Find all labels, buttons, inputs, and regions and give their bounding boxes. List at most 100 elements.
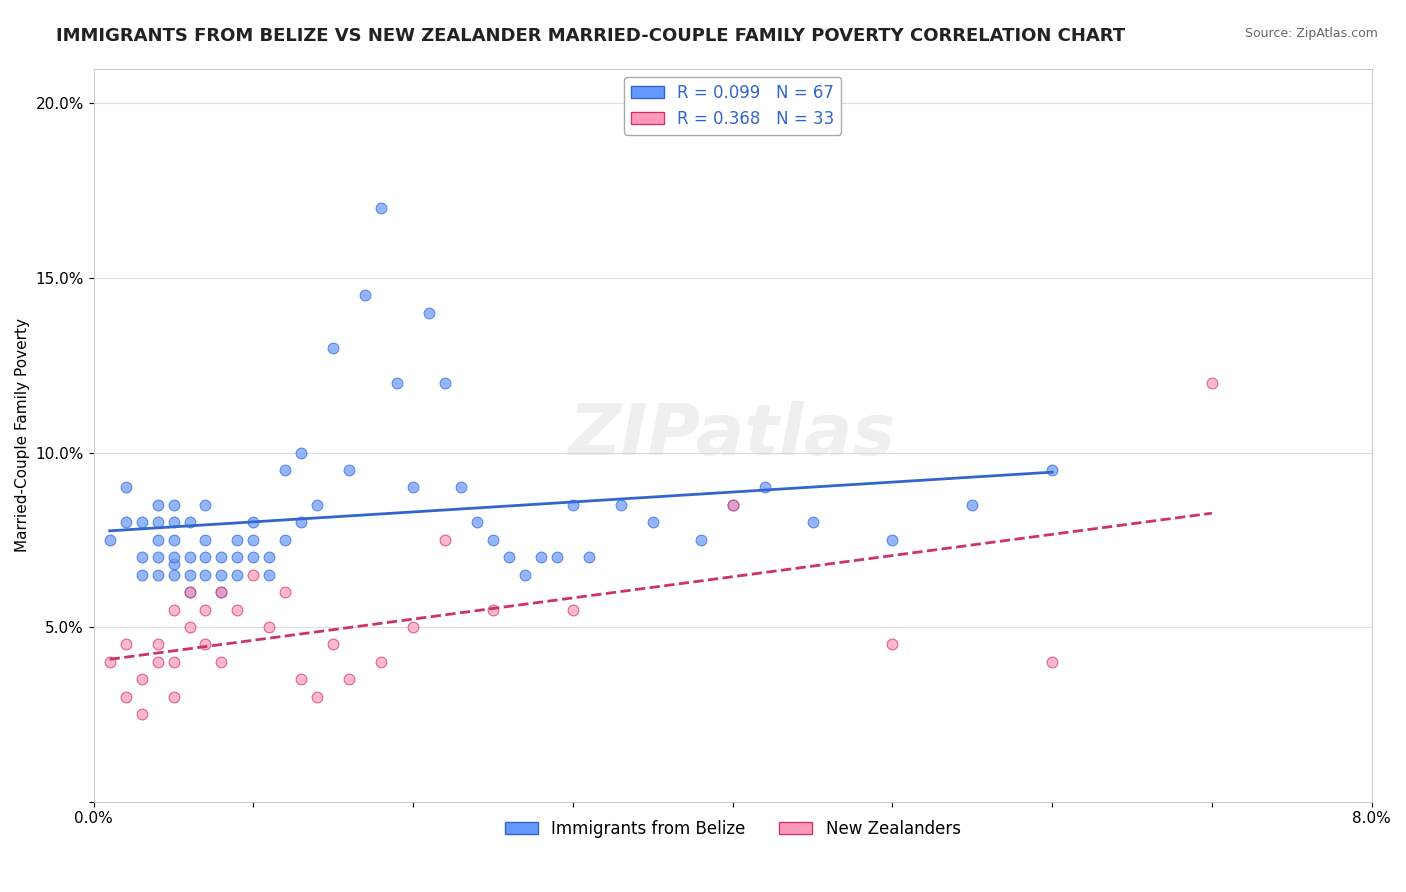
Point — [882, 533, 904, 547]
Point — [98, 655, 121, 669]
Point — [131, 707, 153, 722]
Point — [242, 533, 264, 547]
Point — [146, 498, 169, 512]
Point — [179, 620, 201, 634]
Point — [194, 638, 217, 652]
Point — [179, 585, 201, 599]
Point — [434, 533, 457, 547]
Point — [259, 620, 281, 634]
Point — [322, 341, 344, 355]
Point — [274, 585, 297, 599]
Point — [354, 288, 377, 302]
Point — [482, 533, 505, 547]
Point — [179, 550, 201, 565]
Point — [578, 550, 600, 565]
Point — [242, 516, 264, 530]
Y-axis label: Married-Couple Family Poverty: Married-Couple Family Poverty — [15, 318, 30, 552]
Point — [114, 516, 136, 530]
Point — [402, 620, 425, 634]
Point — [162, 690, 184, 704]
Point — [418, 306, 440, 320]
Point — [513, 567, 536, 582]
Point — [259, 550, 281, 565]
Point — [211, 550, 233, 565]
Text: IMMIGRANTS FROM BELIZE VS NEW ZEALANDER MARRIED-COUPLE FAMILY POVERTY CORRELATIO: IMMIGRANTS FROM BELIZE VS NEW ZEALANDER … — [56, 27, 1125, 45]
Point — [482, 602, 505, 616]
Point — [162, 550, 184, 565]
Point — [114, 638, 136, 652]
Text: Source: ZipAtlas.com: Source: ZipAtlas.com — [1244, 27, 1378, 40]
Point — [754, 480, 776, 494]
Point — [179, 516, 201, 530]
Point — [689, 533, 711, 547]
Point — [226, 550, 249, 565]
Point — [179, 585, 201, 599]
Point — [290, 516, 312, 530]
Point — [146, 655, 169, 669]
Point — [546, 550, 568, 565]
Point — [131, 516, 153, 530]
Point — [211, 655, 233, 669]
Point — [530, 550, 553, 565]
Point — [259, 567, 281, 582]
Point — [194, 567, 217, 582]
Point — [162, 558, 184, 572]
Point — [721, 498, 744, 512]
Point — [370, 655, 392, 669]
Point — [162, 516, 184, 530]
Point — [1040, 463, 1063, 477]
Point — [274, 533, 297, 547]
Point — [337, 463, 360, 477]
Point — [322, 638, 344, 652]
Point — [131, 673, 153, 687]
Point — [370, 201, 392, 215]
Point — [641, 516, 664, 530]
Point — [242, 567, 264, 582]
Point — [1201, 376, 1223, 390]
Point — [1040, 655, 1063, 669]
Point — [561, 498, 583, 512]
Point — [561, 602, 583, 616]
Point — [146, 638, 169, 652]
Point — [162, 602, 184, 616]
Point — [385, 376, 408, 390]
Point — [450, 480, 472, 494]
Point — [114, 480, 136, 494]
Point — [162, 533, 184, 547]
Point — [226, 567, 249, 582]
Point — [465, 516, 488, 530]
Legend: Immigrants from Belize, New Zealanders: Immigrants from Belize, New Zealanders — [498, 814, 967, 845]
Point — [801, 516, 824, 530]
Point — [721, 498, 744, 512]
Point — [610, 498, 633, 512]
Point — [211, 567, 233, 582]
Point — [307, 498, 329, 512]
Point — [226, 602, 249, 616]
Point — [146, 567, 169, 582]
Point — [242, 550, 264, 565]
Point — [146, 533, 169, 547]
Point — [211, 585, 233, 599]
Point — [434, 376, 457, 390]
Point — [162, 567, 184, 582]
Point — [114, 690, 136, 704]
Point — [146, 516, 169, 530]
Point — [290, 445, 312, 459]
Point — [179, 567, 201, 582]
Point — [194, 602, 217, 616]
Point — [290, 673, 312, 687]
Point — [194, 550, 217, 565]
Point — [226, 533, 249, 547]
Text: ZIPatlas: ZIPatlas — [569, 401, 897, 469]
Point — [882, 638, 904, 652]
Point — [402, 480, 425, 494]
Point — [307, 690, 329, 704]
Point — [162, 498, 184, 512]
Point — [194, 498, 217, 512]
Point — [962, 498, 984, 512]
Point — [146, 550, 169, 565]
Point — [131, 567, 153, 582]
Point — [162, 655, 184, 669]
Point — [498, 550, 520, 565]
Point — [337, 673, 360, 687]
